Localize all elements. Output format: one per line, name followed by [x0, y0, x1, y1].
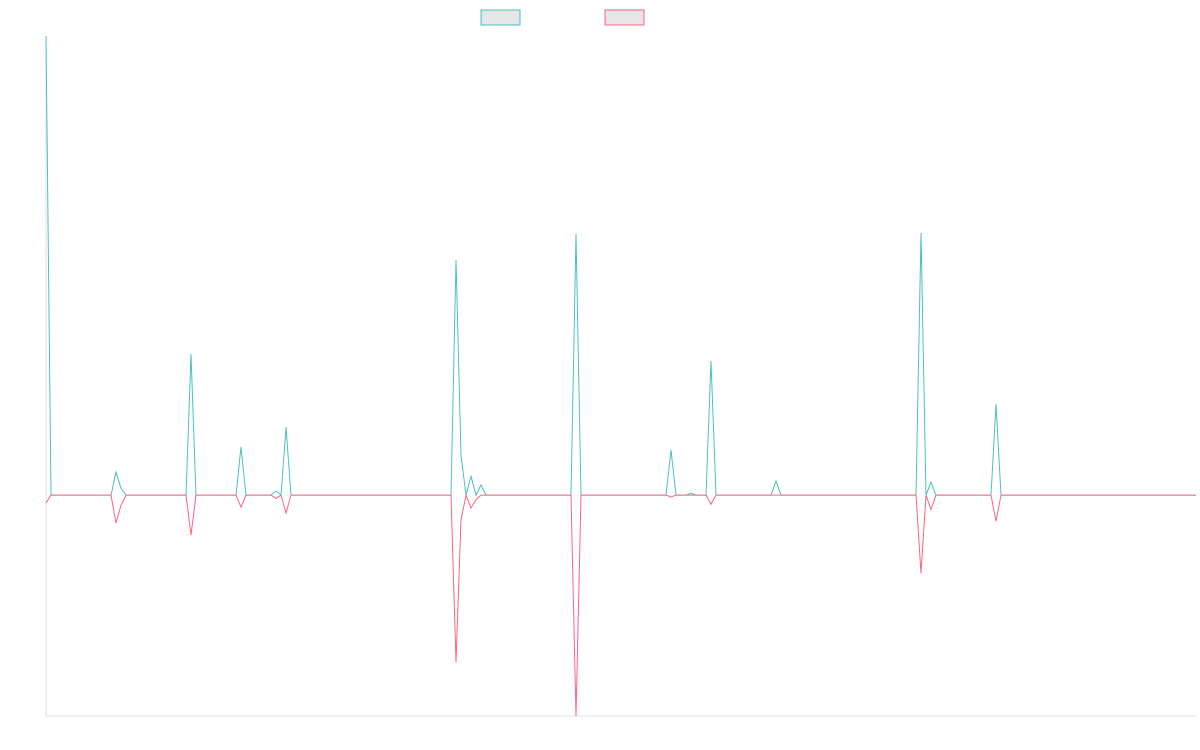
legend-swatch-1[interactable]	[604, 9, 645, 26]
legend-swatch-0[interactable]	[480, 9, 521, 26]
series-line-1	[45, 493, 1196, 717]
series-line-0	[45, 35, 1196, 497]
series-layer	[45, 35, 1196, 717]
legend	[480, 9, 645, 26]
